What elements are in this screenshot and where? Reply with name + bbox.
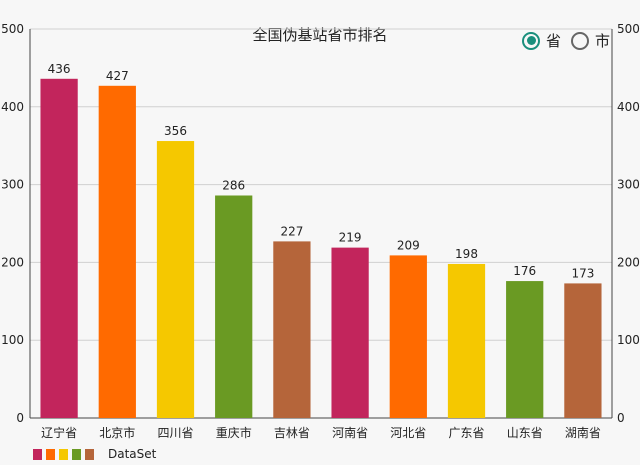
- labels: 0 0 100 100 200 200 300 300 400 400 500 500 436 辽宁省 42…: [1, 22, 640, 440]
- bar-value-label: 209: [397, 238, 420, 252]
- bar-value-label: 219: [339, 231, 362, 245]
- y-tick-label-right: 500: [617, 22, 640, 36]
- bar: [156, 141, 195, 419]
- radio-province-label: 省: [546, 32, 562, 50]
- province-city-toggle: 省 市: [522, 30, 616, 51]
- radio-city-label: 市: [595, 32, 611, 50]
- bars: [40, 78, 602, 419]
- x-tick-label: 广东省: [448, 426, 484, 440]
- x-tick-label: 重庆市: [216, 425, 252, 440]
- radio-city[interactable]: 市: [571, 30, 616, 51]
- legend-label: DataSet: [108, 447, 157, 461]
- bar: [389, 255, 427, 418]
- legend-swatch: [59, 448, 68, 460]
- bar-value-label: 356: [164, 124, 187, 138]
- legend-swatch: [46, 448, 55, 460]
- radio-province-circle[interactable]: [522, 31, 540, 50]
- y-tick-label-left: 0: [16, 411, 24, 425]
- y-tick-label-left: 500: [1, 22, 24, 36]
- bar: [273, 241, 311, 418]
- x-tick-label: 北京市: [99, 425, 135, 440]
- bar: [506, 281, 544, 418]
- legend-swatches: [33, 448, 98, 460]
- x-tick-label: 河南省: [332, 425, 368, 440]
- bar-value-label: 227: [280, 224, 303, 238]
- y-tick-label-right: 200: [617, 255, 640, 269]
- bar-value-label: 427: [106, 69, 129, 83]
- y-tick-label-left: 300: [1, 178, 24, 192]
- bar: [447, 263, 486, 418]
- x-tick-label: 湖南省: [565, 425, 601, 440]
- bar: [40, 78, 78, 419]
- x-tick-label: 吉林省: [274, 426, 310, 440]
- bar-value-label: 173: [571, 266, 594, 280]
- legend-swatch: [33, 448, 42, 460]
- bar: [331, 247, 369, 418]
- bar-value-label: 436: [48, 62, 71, 76]
- y-tick-label-right: 300: [617, 178, 640, 192]
- x-tick-label: 河北省: [390, 426, 426, 440]
- y-tick-label-left: 400: [1, 100, 24, 114]
- bar-value-label: 198: [455, 247, 478, 261]
- x-tick-label: 辽宁省: [41, 425, 77, 440]
- y-tick-label-left: 100: [1, 333, 24, 347]
- bar: [564, 283, 602, 418]
- y-tick-label-left: 200: [1, 255, 24, 269]
- radio-province[interactable]: 省: [522, 30, 567, 51]
- legend-swatch: [85, 448, 94, 460]
- radio-selected-dot: [526, 36, 536, 45]
- bar: [98, 85, 136, 418]
- y-tick-label-right: 400: [617, 100, 640, 114]
- y-tick-label-right: 100: [617, 333, 640, 347]
- x-tick-label: 四川省: [157, 426, 193, 440]
- x-tick-label: 山东省: [507, 426, 543, 440]
- bar-value-label: 176: [513, 264, 536, 278]
- bar-value-label: 286: [222, 178, 245, 192]
- y-tick-label-right: 0: [617, 411, 625, 425]
- bar: [215, 195, 253, 418]
- legend-swatch: [72, 448, 81, 460]
- chart-title: 全国伪基站省市排名: [252, 26, 387, 44]
- radio-city-circle[interactable]: [571, 31, 590, 50]
- legend: DataSet: [33, 447, 156, 461]
